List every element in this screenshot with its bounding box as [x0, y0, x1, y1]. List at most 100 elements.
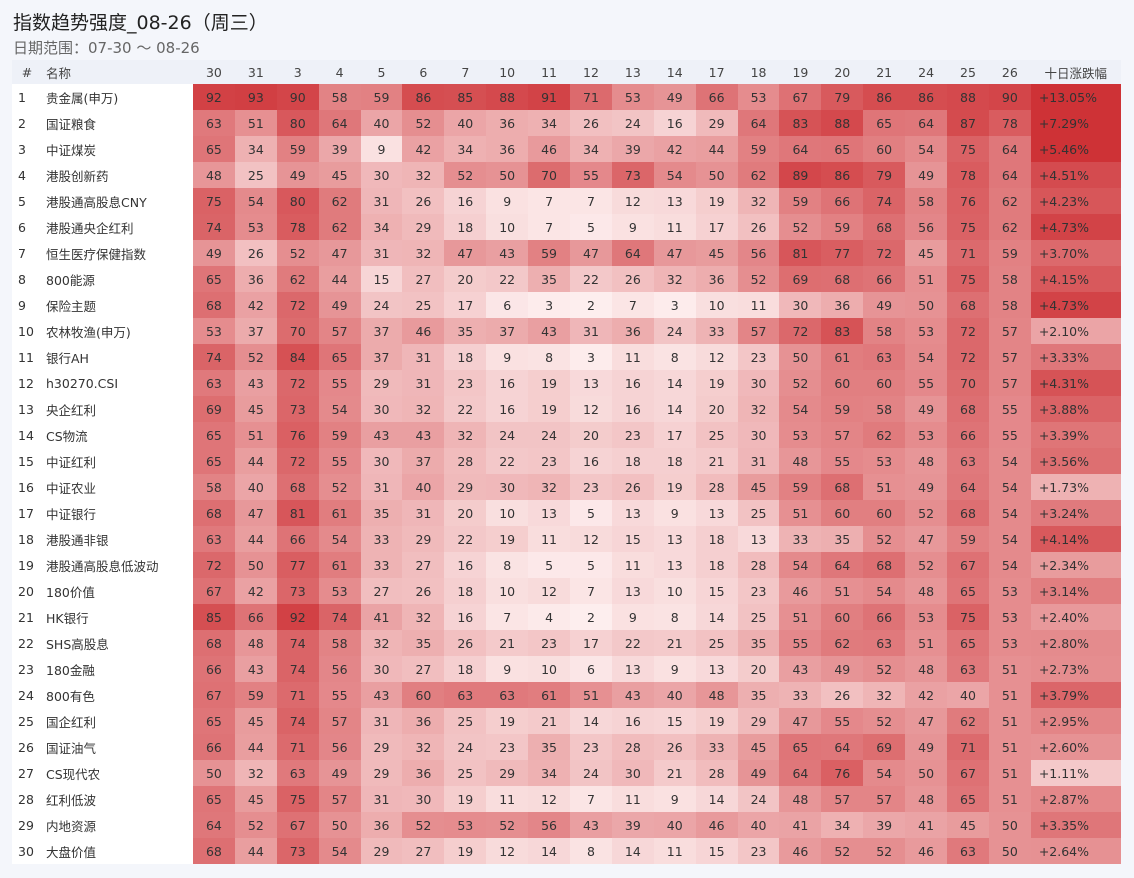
row: 12 h30270.CSI 63 43 72 55 29 31 23 16 19 13 16 14 19 30…: [12, 370, 1121, 396]
heat-cell: 62: [821, 630, 864, 656]
row: 15 中证红利 65 44 72 55 30 37 28 22 23 16 18 18 21 31 48 55 53…: [12, 448, 1121, 474]
heat-cell: 58: [318, 84, 361, 110]
heat-cell: 31: [402, 344, 445, 370]
heat-cell: 40: [737, 812, 780, 838]
heat-cell: 52: [863, 526, 906, 552]
heat-cell: 7: [570, 188, 612, 214]
heat-cell: 52: [863, 708, 906, 734]
heat-cell: 51: [988, 734, 1031, 760]
heat-cell: 14: [653, 370, 696, 396]
change-cell: +2.64%: [1030, 838, 1121, 864]
heat-cell: 83: [779, 110, 822, 136]
heat-cell: 54: [779, 396, 822, 422]
row: 25 国企红利 65 45 74 57 31 36 25 19 21 14 16 15 19 29 47 55 52…: [12, 708, 1121, 734]
heat-cell: 12: [570, 396, 612, 422]
heat-cell: 52: [234, 812, 277, 838]
heat-cell: 43: [570, 812, 612, 838]
row-index: 20: [12, 578, 42, 604]
heat-cell: 65: [193, 422, 235, 448]
heat-cell: 42: [653, 136, 696, 162]
heat-cell: 36: [360, 812, 403, 838]
heat-cell: 22: [444, 526, 487, 552]
heat-cell: 15: [611, 526, 654, 552]
heat-cell: 18: [444, 656, 487, 682]
heat-cell: 59: [318, 422, 361, 448]
heat-cell: 7: [528, 188, 571, 214]
heat-cell: 75: [276, 786, 319, 812]
heat-cell: 74: [863, 188, 906, 214]
heat-cell: 56: [318, 656, 361, 682]
row: 28 红利低波 65 45 75 57 31 30 19 11 12 7 11 9 14 24 48 57 57 48…: [12, 786, 1121, 812]
heat-cell: 53: [905, 604, 948, 630]
heat-cell: 41: [360, 604, 403, 630]
heat-cell: 59: [779, 188, 822, 214]
heat-cell: 17: [570, 630, 612, 656]
heat-cell: 26: [570, 110, 612, 136]
heat-cell: 52: [779, 214, 822, 240]
heat-cell: 35: [402, 630, 445, 656]
heat-cell: 56: [905, 214, 948, 240]
heat-cell: 31: [360, 708, 403, 734]
heat-cell: 63: [193, 110, 235, 136]
heat-cell: 65: [193, 448, 235, 474]
heat-cell: 60: [863, 370, 906, 396]
heat-cell: 37: [486, 318, 529, 344]
heat-cell: 5: [570, 552, 612, 578]
heat-cell: 21: [486, 630, 529, 656]
heat-cell: 65: [947, 786, 989, 812]
heat-cell: 7: [528, 214, 571, 240]
heat-cell: 11: [653, 838, 696, 864]
heat-cell: 14: [695, 786, 738, 812]
heat-cell: 26: [611, 266, 654, 292]
heat-cell: 53: [737, 84, 780, 110]
heat-cell: 74: [318, 604, 361, 630]
heat-cell: 16: [444, 604, 487, 630]
heat-cell: 16: [486, 396, 529, 422]
heat-cell: 26: [234, 240, 277, 266]
heat-cell: 29: [695, 110, 738, 136]
heat-cell: 3: [570, 344, 612, 370]
heat-cell: 18: [695, 526, 738, 552]
heat-cell: 49: [318, 292, 361, 318]
heat-cell: 32: [402, 396, 445, 422]
row: 18 港股通非银 63 44 66 54 33 29 22 19 11 12 15 13 18 13 33 35 5…: [12, 526, 1121, 552]
heat-cell: 68: [193, 500, 235, 526]
heat-cell: 32: [444, 422, 487, 448]
heat-cell: 57: [821, 422, 864, 448]
heat-cell: 68: [863, 214, 906, 240]
heat-cell: 19: [486, 708, 529, 734]
heat-cell: 90: [276, 84, 319, 110]
heat-cell: 32: [863, 682, 906, 708]
heat-cell: 36: [695, 266, 738, 292]
heat-cell: 67: [779, 84, 822, 110]
heat-cell: 64: [318, 110, 361, 136]
row: 29 内地资源 64 52 67 50 36 52 53 52 56 43 39 40 46 40 41 34 39…: [12, 812, 1121, 838]
heat-cell: 76: [276, 422, 319, 448]
heat-cell: 54: [988, 500, 1031, 526]
heat-cell: 40: [360, 110, 403, 136]
heat-cell: 47: [444, 240, 487, 266]
heat-cell: 25: [402, 292, 445, 318]
row: 14 CS物流 65 51 76 59 43 43 32 24 24 20 23 17 25 30 53 57 62…: [12, 422, 1121, 448]
heat-cell: 23: [444, 370, 487, 396]
heat-cell: 35: [737, 682, 780, 708]
heat-cell: 48: [695, 682, 738, 708]
heat-cell: 55: [821, 448, 864, 474]
row-index: 24: [12, 682, 42, 708]
heat-cell: 52: [276, 240, 319, 266]
heat-cell: 18: [444, 214, 487, 240]
heat-cell: 43: [779, 656, 822, 682]
heat-cell: 23: [737, 838, 780, 864]
heat-cell: 62: [988, 188, 1031, 214]
heat-cell: 18: [695, 552, 738, 578]
heat-cell: 32: [234, 760, 277, 786]
heat-cell: 43: [360, 422, 403, 448]
heat-cell: 72: [947, 344, 989, 370]
heat-cell: 23: [528, 630, 571, 656]
heat-cell: 35: [737, 630, 780, 656]
heat-cell: 9: [653, 500, 696, 526]
heat-cell: 9: [653, 786, 696, 812]
change-cell: +3.35%: [1030, 812, 1121, 838]
change-cell: +3.24%: [1030, 500, 1121, 526]
heat-cell: 36: [402, 708, 445, 734]
